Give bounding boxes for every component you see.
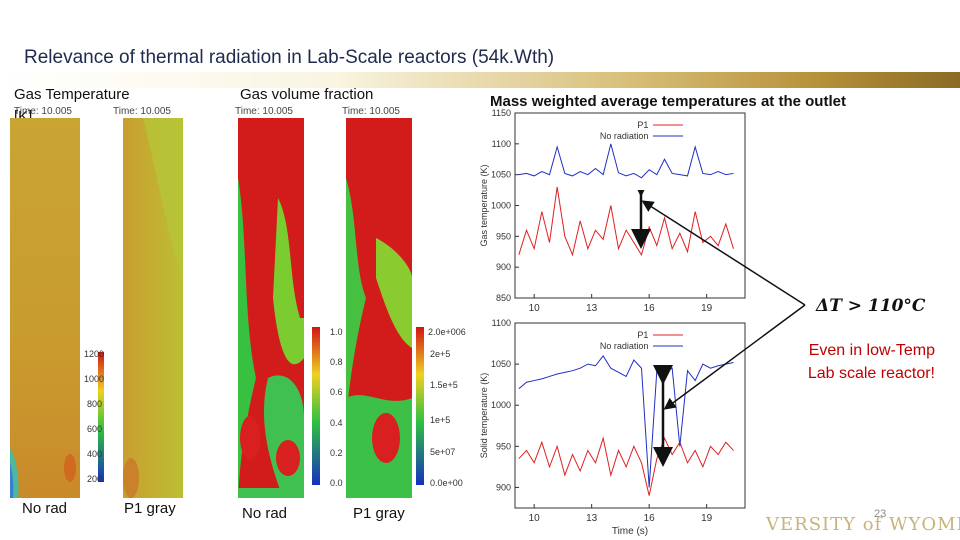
note-line1: Even in low-Temp [808, 342, 935, 359]
temp-cbar-tick: 400 [87, 449, 103, 459]
y-tick-label: 1100 [492, 139, 511, 149]
vf-cbar-tick: 0.0 [330, 478, 343, 488]
series-line-p1 [518, 436, 734, 496]
y-tick-label: 950 [496, 231, 511, 241]
y-tick-label: 900 [496, 482, 511, 492]
series-line-no-radiation [518, 143, 734, 179]
pointer-to-gas [641, 200, 806, 306]
series-line-no-radiation [518, 355, 734, 488]
y-tick-label: 1150 [492, 108, 511, 118]
gas-temperature-header: Gas Temperature [14, 86, 130, 103]
time-label-norad-temp: Time: 10.005 [14, 106, 72, 117]
y-axis-label: Solid temperature (K) [479, 373, 489, 459]
vf-contour-p1 [346, 118, 412, 498]
x-tick-label: 16 [644, 303, 656, 313]
y-tick-label: 1050 [491, 170, 511, 180]
pointer-to-solid [663, 304, 806, 410]
time-label-p1-vf: Time: 10.005 [342, 106, 400, 117]
vf-colorbar-2 [416, 327, 424, 485]
plot-frame [514, 322, 746, 509]
note-line2: Lab scale reactor! [807, 365, 935, 382]
time-label-norad-vf: Time: 10.005 [235, 106, 293, 117]
vf-colorbar [312, 327, 320, 485]
temp-contour-p1 [123, 118, 183, 498]
vf-cbar2-tick: 2e+5 [430, 349, 451, 359]
legend-label: No radiation [600, 341, 649, 351]
vf-cbar2-tick: 5e+07 [430, 447, 456, 457]
legend-label: P1 [637, 330, 648, 340]
y-tick-label: 1050 [491, 359, 511, 369]
temp-cbar-tick: 1200 [84, 349, 105, 359]
x-tick-label: 19 [701, 513, 713, 524]
y-tick-label: 1100 [492, 318, 511, 328]
temp-cbar-tick: 1000 [84, 374, 105, 384]
y-tick-label: 1000 [491, 400, 511, 410]
x-tick-label: 16 [644, 513, 656, 524]
y-tick-label: 1000 [491, 201, 511, 211]
series-line-p1 [518, 186, 734, 257]
x-tick-label: 13 [586, 303, 598, 313]
legend-label: No radiation [600, 131, 649, 141]
x-axis-label: Time (s) [612, 526, 648, 537]
y-axis-label: Gas temperature (K) [479, 164, 489, 246]
temp-cbar-tick: 800 [87, 399, 103, 409]
gas-volume-fraction-header: Gas volume fraction [240, 86, 374, 103]
x-tick-label: 19 [701, 303, 713, 313]
y-tick-label: 950 [496, 441, 511, 451]
vf-cbar2-tick: 0.0e+00 [430, 478, 463, 488]
x-tick-label: 10 [529, 303, 541, 313]
vf-cbar-tick: 0.4 [330, 418, 343, 428]
vf-contour-norad [238, 118, 304, 498]
vf-cbar-tick: 0.6 [330, 387, 343, 397]
university-logo: VERSITY of WYOMING [766, 514, 960, 535]
vf-cbar2-tick: 2.0e+006 [428, 327, 466, 337]
delta-t-label: ΔT > 110°C [816, 296, 926, 316]
header-gold-band [0, 72, 960, 88]
x-tick-label: 13 [586, 513, 598, 524]
temp-contour-norad [10, 118, 80, 498]
vf-cbar-tick: 0.8 [330, 357, 343, 367]
caption-norad-vf: No rad [242, 505, 288, 522]
vf-cbar2-tick: 1.5e+5 [430, 380, 458, 390]
caption-p1-temp: P1 gray [124, 500, 176, 517]
x-tick-label: 10 [529, 513, 541, 524]
annotation-arrows [631, 190, 806, 467]
vf-cbar-tick: 1.0 [330, 327, 343, 337]
y-tick-label: 900 [496, 262, 511, 272]
page-number: 23 [874, 508, 887, 520]
vf-cbar-tick: 0.2 [330, 448, 343, 458]
caption-norad-temp: No rad [22, 500, 68, 517]
caption-p1-vf: P1 gray [353, 505, 405, 522]
vf-cbar2-tick: 1e+5 [430, 415, 451, 425]
slide-title: Relevance of thermal radiation in Lab-Sc… [24, 47, 555, 68]
legend-label: P1 [637, 120, 648, 130]
outlet-chart-title: Mass weighted average temperatures at th… [490, 93, 846, 110]
temp-cbar-tick: 200 [87, 474, 103, 484]
time-label-p1-temp: Time: 10.005 [113, 106, 171, 117]
y-tick-label: 850 [496, 293, 511, 303]
temp-colorbar [98, 352, 104, 482]
temp-cbar-tick: 600 [87, 424, 103, 434]
